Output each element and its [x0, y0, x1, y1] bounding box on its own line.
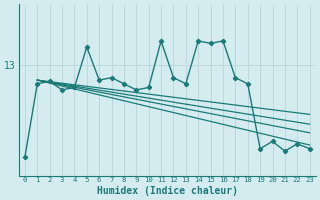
X-axis label: Humidex (Indice chaleur): Humidex (Indice chaleur): [97, 186, 238, 196]
